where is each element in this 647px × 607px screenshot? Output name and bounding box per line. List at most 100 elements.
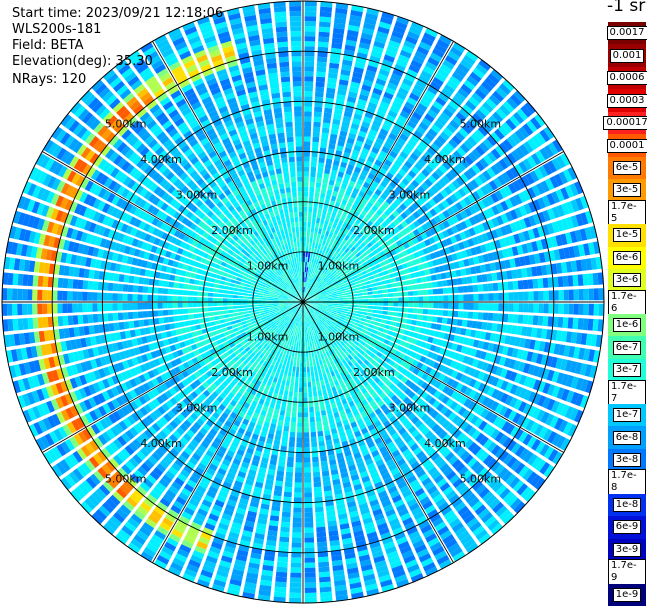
- beta-bin: [555, 189, 565, 202]
- beta-bin: [425, 366, 433, 374]
- beta-bin: [427, 509, 439, 519]
- beta-bin: [545, 413, 555, 426]
- beta-bin: [363, 238, 370, 245]
- beta-bin: [421, 373, 429, 381]
- beta-bin: [206, 370, 213, 378]
- beta-bin: [306, 295, 311, 299]
- beta-bin: [488, 413, 498, 424]
- beta-bin: [420, 364, 428, 372]
- beta-bin: [451, 343, 458, 351]
- beta-bin: [565, 232, 573, 245]
- beta-bin: [438, 373, 446, 382]
- beta-bin: [502, 491, 515, 503]
- beta-bin: [561, 388, 570, 402]
- beta-bin: [273, 408, 280, 415]
- beta-bin: [334, 108, 343, 116]
- beta-bin: [165, 400, 174, 409]
- beta-bin: [339, 272, 345, 278]
- beta-bin: [241, 321, 247, 325]
- beta-bin: [583, 288, 589, 301]
- beta-bin: [304, 597, 317, 603]
- beta-bin: [278, 541, 289, 548]
- beta-bin: [484, 515, 497, 527]
- beta-bin: [373, 454, 382, 462]
- beta-bin: [275, 340, 281, 346]
- beta-bin: [146, 474, 157, 485]
- beta-bin: [370, 545, 383, 554]
- beta-bin: [417, 185, 426, 194]
- beta-bin: [388, 359, 396, 367]
- beta-bin: [170, 504, 182, 515]
- beta-bin: [283, 390, 289, 397]
- beta-bin: [328, 72, 338, 79]
- beta-bin: [521, 175, 531, 187]
- beta-bin: [448, 182, 457, 192]
- beta-bin: [221, 441, 230, 449]
- beta-bin: [274, 586, 287, 593]
- beta-bin: [294, 472, 302, 478]
- beta-bin: [304, 502, 313, 508]
- beta-bin: [427, 128, 438, 138]
- beta-bin: [431, 423, 441, 433]
- beta-bin: [361, 314, 367, 319]
- beta-bin: [498, 158, 509, 170]
- beta-bin: [373, 325, 380, 331]
- beta-bin: [422, 309, 429, 315]
- beta-bin: [237, 427, 246, 435]
- beta-bin: [379, 392, 387, 399]
- beta-bin: [309, 242, 313, 248]
- beta-bin: [255, 391, 262, 398]
- beta-bin: [471, 164, 481, 175]
- beta-bin: [389, 490, 400, 499]
- beta-bin: [419, 496, 431, 506]
- beta-bin: [367, 424, 375, 432]
- beta-bin: [563, 422, 573, 435]
- beta-bin: [290, 345, 294, 351]
- beta-bin: [380, 192, 388, 201]
- beta-bin: [519, 448, 530, 460]
- beta-bin: [194, 370, 202, 378]
- beta-bin: [542, 163, 553, 176]
- beta-bin: [358, 406, 365, 414]
- beta-bin: [444, 451, 455, 462]
- beta-bin: [371, 269, 378, 275]
- beta-bin: [275, 429, 282, 436]
- beta-bin: [311, 446, 318, 453]
- beta-bin: [349, 510, 359, 518]
- beta-bin: [349, 317, 356, 322]
- beta-bin: [243, 326, 250, 332]
- beta-bin: [269, 329, 275, 334]
- beta-bin: [486, 219, 495, 229]
- beta-bin: [293, 391, 298, 398]
- beta-bin: [274, 372, 280, 379]
- beta-bin: [258, 589, 271, 597]
- beta-bin: [374, 437, 383, 445]
- beta-bin: [303, 287, 305, 292]
- beta-bin: [182, 361, 190, 369]
- beta-bin: [356, 352, 363, 359]
- beta-bin: [347, 96, 357, 103]
- beta-bin: [543, 446, 555, 459]
- beta-bin: [551, 206, 561, 219]
- beta-bin: [374, 408, 382, 416]
- beta-bin: [331, 310, 337, 313]
- beta-bin: [363, 573, 376, 582]
- beta-bin: [509, 115, 521, 128]
- beta-bin: [147, 455, 158, 466]
- beta-bin: [342, 331, 348, 337]
- beta-bin: [211, 341, 218, 347]
- beta-bin: [272, 392, 278, 399]
- beta-bin: [436, 135, 447, 145]
- beta-bin: [441, 199, 450, 209]
- beta-bin: [309, 309, 314, 314]
- beta-bin: [223, 388, 230, 396]
- beta-bin: [214, 387, 222, 395]
- beta-bin: [369, 97, 380, 105]
- beta-bin: [365, 319, 371, 324]
- beta-bin: [410, 535, 423, 545]
- beta-bin: [297, 417, 303, 423]
- beta-bin: [402, 313, 408, 318]
- beta-bin: [304, 287, 306, 293]
- beta-bin: [552, 139, 563, 153]
- beta-bin: [287, 345, 291, 351]
